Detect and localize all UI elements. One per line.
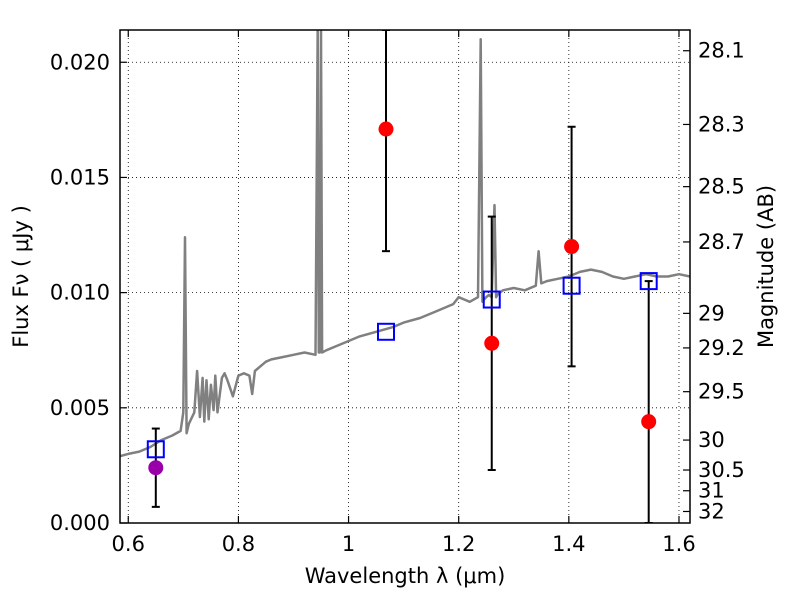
plot-frame xyxy=(119,29,691,524)
markers xyxy=(146,121,658,476)
right-tick-label: 32 xyxy=(698,499,725,523)
right-tick-label: 30 xyxy=(698,428,725,452)
x-axis-label: Wavelength λ (μm) xyxy=(305,564,506,588)
model-photometry-point xyxy=(377,322,395,341)
x-tick-label: 0.8 xyxy=(222,532,255,556)
x-tick-label: 1.2 xyxy=(442,532,475,556)
y-tick-label: 0.015 xyxy=(50,165,110,189)
x-tick-label: 0.6 xyxy=(112,532,145,556)
right-tick-label: 29 xyxy=(698,301,725,325)
right-tick-label: 28.7 xyxy=(698,230,745,254)
observed-flux-point xyxy=(641,414,657,430)
right-tick-label: 29.2 xyxy=(698,336,745,360)
model-photometry-point xyxy=(562,276,581,295)
right-tick-label: 29.5 xyxy=(698,380,745,404)
model-photometry-point xyxy=(639,272,658,291)
observed-flux-point xyxy=(484,335,500,351)
y-tick-label: 0.010 xyxy=(50,281,110,305)
model-photometry-point xyxy=(482,290,501,309)
right-tick-label: 30.5 xyxy=(698,458,745,482)
right-y-axis-label: Magnitude (AB) xyxy=(754,185,778,348)
observed-flux-point xyxy=(378,121,394,137)
y-tick-label: 0.000 xyxy=(50,511,110,535)
y-axis-label: Flux Fν ( μJy ) xyxy=(9,205,33,348)
model-photometry-point xyxy=(146,440,165,459)
x-tick-label: 1.6 xyxy=(662,532,695,556)
spectrum-line xyxy=(120,30,690,458)
x-tick-label: 1 xyxy=(342,532,355,556)
y-tick-label: 0.005 xyxy=(50,396,110,420)
axis-ticks: 0.6 0.8 1 1.2 1.4 1.6 0.000 0.005 0.010 0.015 0.02… xyxy=(50,30,745,556)
right-tick-label: 28.3 xyxy=(698,112,745,136)
x-tick-label: 1.4 xyxy=(552,532,585,556)
observed-flux-point xyxy=(148,460,164,476)
y-tick-label: 0.020 xyxy=(50,50,110,74)
right-tick-label: 28.1 xyxy=(698,39,745,63)
right-tick-label: 31 xyxy=(698,479,725,503)
observed-flux-point xyxy=(564,239,580,255)
right-tick-label: 28.5 xyxy=(698,175,745,199)
spectrum-series xyxy=(120,30,690,458)
